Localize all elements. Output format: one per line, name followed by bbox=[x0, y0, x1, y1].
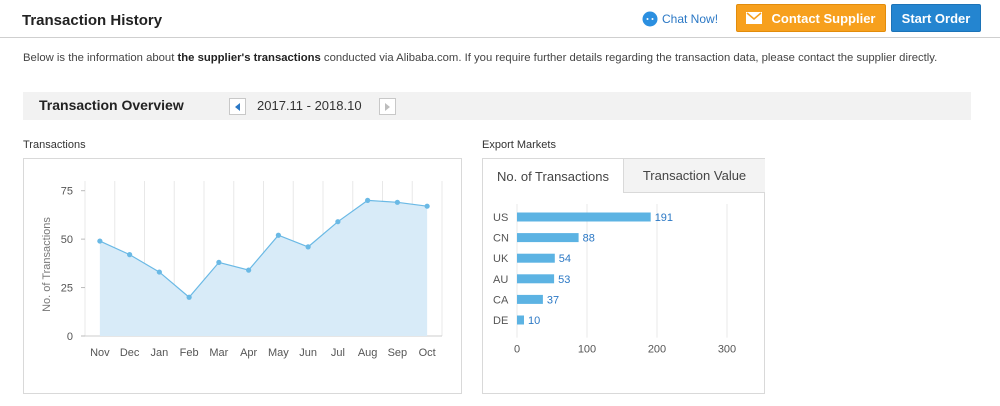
data-point-jan bbox=[156, 269, 162, 275]
data-point-mar bbox=[216, 259, 222, 265]
contact-supplier-label: Contact Supplier bbox=[771, 10, 876, 26]
transactions-chart-panel: 0 25 50 75 Nov Dec Jan Feb Mar Apr May Jun Jul Aug Sep… bbox=[23, 158, 462, 394]
y-tick-label: 50 bbox=[61, 234, 73, 246]
transactions-area bbox=[99, 200, 428, 336]
start-order-button[interactable]: Start Order bbox=[891, 4, 981, 32]
data-point-aug bbox=[365, 197, 371, 203]
contact-supplier-button[interactable]: Contact Supplier bbox=[736, 4, 886, 32]
data-point-feb bbox=[186, 294, 192, 300]
tab-transaction-value[interactable]: Transaction Value bbox=[623, 159, 765, 193]
transactions-chart: 0 25 50 75 Nov Dec Jan Feb Mar Apr May Jun Jul Aug Sep… bbox=[41, 181, 443, 359]
bar-category-au: AU bbox=[493, 274, 508, 286]
chat-now-link[interactable]: Chat Now! bbox=[641, 9, 718, 29]
next-period-button[interactable] bbox=[379, 98, 396, 115]
export-markets-section-label: Export Markets bbox=[482, 139, 556, 151]
bar-value-label: 191 bbox=[655, 212, 673, 224]
export-markets-chart: 0 100 200 300 US 191 CN 88 UK 54 AU 53 CA 37 DE 10 bbox=[493, 204, 736, 356]
chevron-right-icon bbox=[385, 102, 390, 111]
chat-icon bbox=[642, 11, 658, 27]
tab-no-of-transactions[interactable]: No. of Transactions bbox=[483, 159, 623, 193]
x-tick-label: Jan bbox=[151, 347, 169, 359]
header: Transaction History Chat Now! Contact Su… bbox=[0, 0, 1000, 38]
bar-value-label: 54 bbox=[559, 253, 571, 265]
x-tick-label: 200 bbox=[648, 344, 666, 356]
bar-category-cn: CN bbox=[493, 233, 509, 245]
bar-value-label: 10 bbox=[528, 315, 540, 327]
x-tick-label: Sep bbox=[388, 347, 408, 359]
bar-category-ca: CA bbox=[493, 294, 509, 306]
bar-value-label: 53 bbox=[558, 274, 570, 286]
y-tick-label: 75 bbox=[61, 186, 73, 198]
x-tick-label: May bbox=[268, 347, 289, 359]
data-point-may bbox=[275, 232, 281, 238]
prev-period-button[interactable] bbox=[229, 98, 246, 115]
envelope-icon bbox=[746, 12, 763, 24]
bar-value-label: 37 bbox=[547, 294, 559, 306]
data-point-jun bbox=[305, 244, 311, 250]
data-point-apr bbox=[246, 267, 252, 273]
bar-cn bbox=[517, 233, 579, 243]
data-point-nov bbox=[97, 238, 103, 244]
bar-category-uk: UK bbox=[493, 253, 509, 265]
x-tick-label: Feb bbox=[180, 347, 199, 359]
intro-prefix: Below is the information about bbox=[23, 52, 178, 64]
y-axis-label: No. of Transactions bbox=[41, 217, 53, 312]
overview-title: Transaction Overview bbox=[39, 97, 184, 113]
x-tick-label: Apr bbox=[240, 347, 257, 359]
y-tick-label: 25 bbox=[61, 283, 73, 295]
intro-suffix: conducted via Alibaba.com. If you requir… bbox=[320, 52, 938, 64]
overview-date-range: 2017.11 - 2018.10 bbox=[257, 98, 362, 113]
transactions-line bbox=[99, 199, 428, 299]
bar-value-label: 88 bbox=[583, 233, 595, 245]
x-tick-label: Dec bbox=[120, 347, 140, 359]
y-tick-label: 0 bbox=[67, 331, 73, 343]
bar-de bbox=[517, 315, 524, 325]
x-tick-label: 100 bbox=[578, 344, 596, 356]
intro-text: Below is the information about the suppl… bbox=[23, 52, 973, 64]
data-point-jul bbox=[335, 219, 341, 225]
overview-bar: Transaction Overview 2017.11 - 2018.10 bbox=[23, 92, 971, 120]
chevron-left-icon bbox=[235, 102, 240, 111]
x-tick-label: Mar bbox=[209, 347, 228, 359]
export-markets-panel: No. of Transactions Transaction Value 0 1… bbox=[482, 158, 765, 394]
chat-now-label: Chat Now! bbox=[662, 12, 719, 26]
data-point-oct bbox=[424, 203, 430, 209]
x-tick-label: Nov bbox=[90, 347, 110, 359]
data-point-dec bbox=[127, 252, 133, 258]
intro-bold: the supplier's transactions bbox=[177, 52, 321, 64]
x-tick-label: 300 bbox=[718, 344, 736, 356]
transactions-section-label: Transactions bbox=[23, 139, 86, 151]
bar-ca bbox=[517, 294, 543, 304]
data-point-sep bbox=[394, 199, 400, 205]
x-tick-label: Jul bbox=[331, 347, 345, 359]
x-tick-label: Jun bbox=[299, 347, 317, 359]
bar-us bbox=[517, 212, 651, 222]
page-title: Transaction History bbox=[22, 12, 163, 29]
x-tick-label: Oct bbox=[419, 347, 436, 359]
bar-category-de: DE bbox=[493, 315, 508, 327]
bar-au bbox=[517, 274, 555, 284]
x-tick-label: 0 bbox=[514, 344, 520, 356]
x-tick-label: Aug bbox=[358, 347, 378, 359]
bar-uk bbox=[517, 253, 555, 263]
bar-category-us: US bbox=[493, 212, 508, 224]
